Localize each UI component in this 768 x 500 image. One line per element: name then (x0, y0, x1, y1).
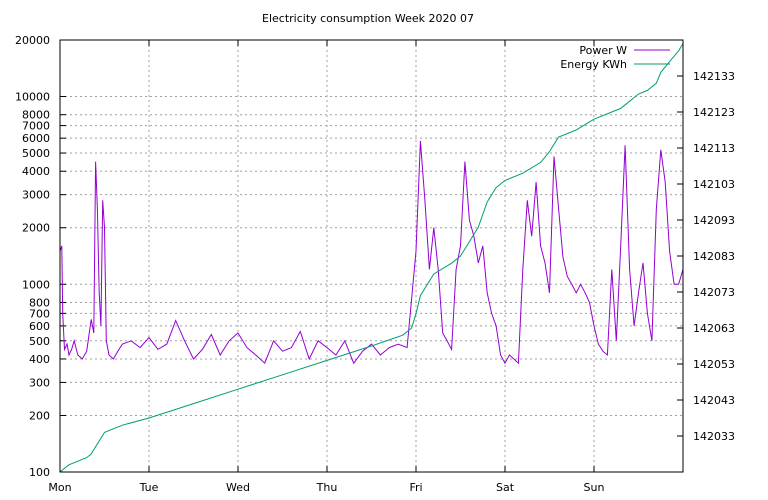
y-tick-label: 2000 (22, 222, 50, 235)
y-tick-label: 7000 (22, 120, 50, 133)
y-tick-label: 100 (29, 466, 50, 479)
y2-tick-label: 142113 (693, 142, 735, 155)
y-tick-label: 6000 (22, 132, 50, 145)
legend-label: Energy KWh (560, 58, 627, 71)
y-tick-label: 300 (29, 376, 50, 389)
series-line-0 (59, 140, 684, 365)
plot-frame (59, 39, 684, 473)
y-tick-label: 800 (29, 296, 50, 309)
x-tick-label: Mon (48, 481, 71, 494)
y2-tick-label: 142093 (693, 214, 735, 227)
y2-tick-label: 142103 (693, 178, 735, 191)
x-tick-label: Thu (316, 481, 338, 494)
y-tick-label: 700 (29, 307, 50, 320)
y-tick-label: 1000 (22, 278, 50, 291)
y-tick-label: 600 (29, 320, 50, 333)
series-group (59, 43, 684, 473)
y2-tick-label: 142033 (693, 430, 735, 443)
y-tick-label: 20000 (15, 34, 50, 47)
grid (60, 40, 683, 472)
x-tick-label: Tue (139, 481, 159, 494)
x-tick-label: Sun (584, 481, 605, 494)
legend-label: Power W (579, 44, 627, 57)
y-tick-label: 4000 (22, 165, 50, 178)
y2-tick-label: 142133 (693, 70, 735, 83)
y2-tick-label: 142063 (693, 322, 735, 335)
x-tick-label: Fri (409, 481, 422, 494)
y-tick-label: 10000 (15, 91, 50, 104)
x-tick-label: Wed (226, 481, 250, 494)
y2-tick-label: 142043 (693, 394, 735, 407)
y2-tick-label: 142073 (693, 286, 735, 299)
y-tick-label: 5000 (22, 147, 50, 160)
y2-tick-label: 142083 (693, 250, 735, 263)
series-line-1 (59, 43, 684, 473)
x-tick-label: Sat (496, 481, 515, 494)
y-tick-label: 8000 (22, 109, 50, 122)
y-tick-label: 3000 (22, 189, 50, 202)
y-tick-label: 500 (29, 335, 50, 348)
y2-tick-label: 142123 (693, 106, 735, 119)
y-tick-label: 200 (29, 409, 50, 422)
chart-title: Electricity consumption Week 2020 07 (262, 12, 474, 25)
y-tick-label: 400 (29, 353, 50, 366)
y2-tick-label: 142053 (693, 358, 735, 371)
